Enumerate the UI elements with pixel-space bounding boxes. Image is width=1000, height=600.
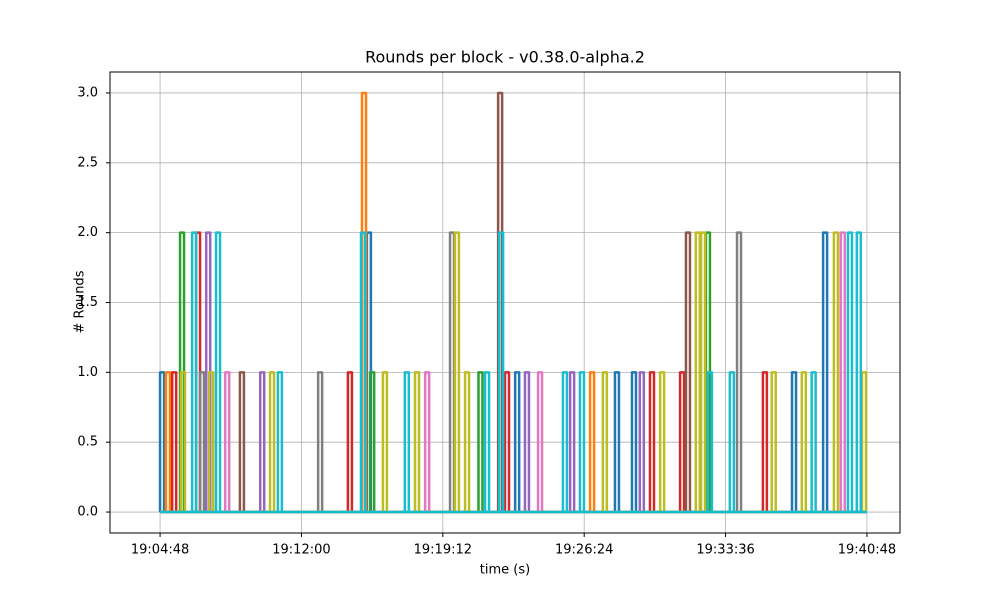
pulse — [207, 371, 215, 513]
pulse — [761, 371, 769, 513]
x-tick-label: 19:19:12 — [414, 543, 472, 558]
pulse — [678, 371, 686, 513]
pulse — [648, 371, 656, 513]
y-tick-label: 0.0 — [77, 505, 98, 520]
pulse — [413, 371, 421, 513]
pulse — [223, 371, 231, 513]
plot-area — [158, 91, 868, 514]
pulse — [613, 371, 621, 513]
pulse — [699, 231, 707, 513]
pulse — [258, 371, 266, 513]
x-tick-label: 19:33:36 — [696, 543, 754, 558]
chart-title: Rounds per block - v0.38.0-alpha.2 — [365, 48, 645, 67]
pulse — [497, 231, 505, 513]
pulse — [198, 371, 206, 513]
pulse — [735, 231, 743, 513]
pulse — [463, 371, 471, 513]
pulse — [164, 371, 172, 513]
y-axis-label: # Rounds — [73, 270, 88, 333]
pulse — [821, 231, 829, 513]
x-tick-label: 19:26:24 — [555, 543, 613, 558]
pulse — [403, 371, 411, 513]
pulse — [855, 231, 863, 513]
pulse — [453, 231, 461, 513]
pulse — [513, 371, 521, 513]
pulse — [846, 231, 854, 513]
pulse — [832, 231, 840, 513]
pulse — [638, 371, 646, 513]
pulse — [790, 371, 798, 513]
pulse — [268, 371, 276, 513]
pulse — [477, 371, 484, 513]
pulse — [839, 231, 847, 513]
x-tick-label: 19:04:48 — [131, 543, 189, 558]
pulse — [316, 371, 324, 513]
pulse — [800, 371, 808, 513]
y-tick-label: 2.5 — [77, 155, 98, 170]
y-tick-label: 0.5 — [77, 435, 98, 450]
pulse — [706, 371, 714, 513]
pulse — [276, 371, 284, 513]
y-tick-label: 1.0 — [77, 365, 98, 380]
pulse — [170, 371, 178, 513]
pulse — [346, 371, 354, 513]
pulse — [238, 371, 246, 513]
x-tick-label: 19:12:00 — [272, 543, 330, 558]
pulse — [601, 371, 609, 513]
y-tick-label: 2.0 — [77, 225, 98, 240]
pulse — [503, 371, 511, 513]
pulse — [179, 371, 187, 513]
pulse — [770, 371, 777, 513]
pulse — [158, 371, 166, 513]
pulse — [561, 371, 569, 513]
pulse — [728, 371, 736, 513]
pulse — [536, 371, 544, 513]
pulse — [423, 371, 431, 513]
pulse — [523, 371, 531, 513]
pulse — [568, 371, 576, 513]
pulse — [483, 371, 491, 513]
pulse — [368, 371, 376, 513]
pulse — [359, 231, 367, 513]
pulse — [658, 371, 666, 513]
x-tick-label: 19:40:48 — [838, 543, 896, 558]
pulse — [588, 371, 596, 513]
x-axis-label: time (s) — [480, 563, 530, 578]
y-tick-label: 1.5 — [77, 295, 98, 310]
pulse — [684, 231, 692, 513]
pulse — [630, 371, 638, 513]
pulse — [214, 231, 222, 513]
pulse — [578, 371, 586, 513]
pulse — [381, 371, 389, 513]
pulse — [810, 371, 817, 513]
pulse — [190, 231, 198, 513]
y-tick-label: 3.0 — [77, 85, 98, 100]
